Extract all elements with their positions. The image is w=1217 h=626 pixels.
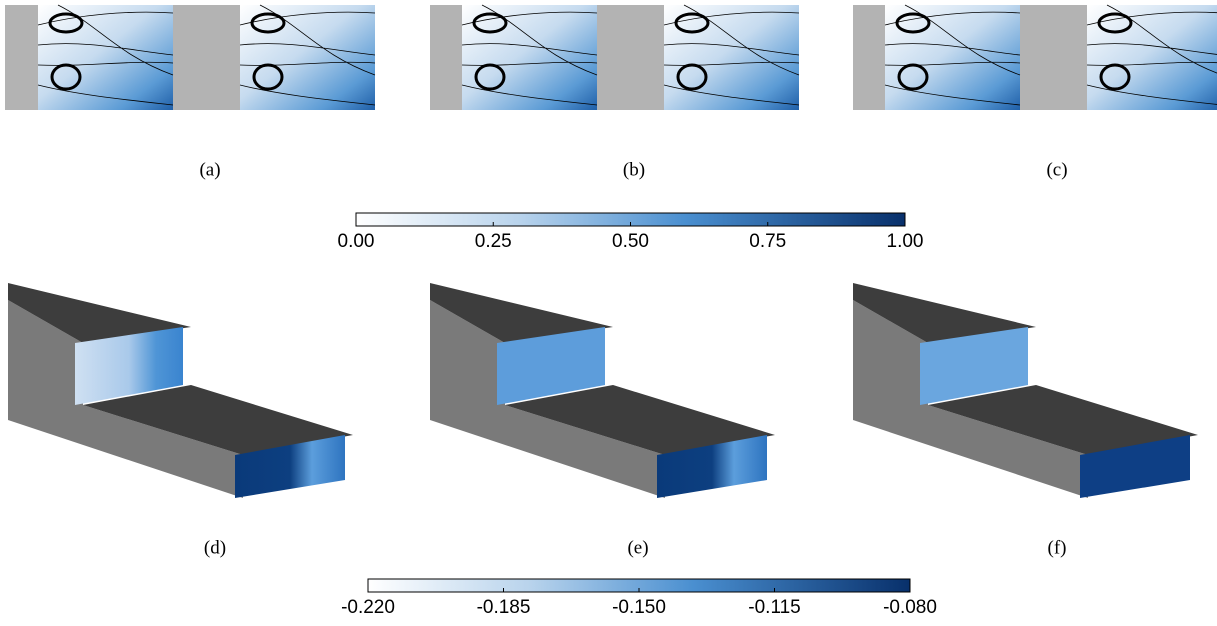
- colorbar-tick-label: 0.25: [475, 231, 512, 252]
- panel-label: (d): [204, 537, 226, 558]
- colorbar-tick-label: 0.75: [749, 231, 786, 252]
- panel-label: (f): [1048, 537, 1067, 558]
- colorbar-tick-label: 0.50: [612, 231, 649, 252]
- panel-label: (b): [623, 159, 645, 180]
- figure: (a) (b) (c) (d) (e) (f) 0.00 0.25 0.50 0.75…: [0, 0, 1217, 626]
- colorbar-tick-label: -0.220: [341, 597, 395, 618]
- panel-label: (c): [1046, 159, 1067, 180]
- top-panels: [5, 5, 1217, 110]
- colorbar-tick-label: 1.00: [887, 231, 924, 252]
- colorbar-tick-label: -0.080: [883, 597, 937, 618]
- bottom-panels: [8, 283, 1198, 498]
- colorbar-tick-label: -0.185: [477, 597, 531, 618]
- panel-label: (e): [627, 537, 648, 558]
- colorbar-tick-label: -0.150: [612, 597, 666, 618]
- colorbar-tick-label: 0.00: [338, 231, 375, 252]
- colorbar-tick-label: -0.115: [748, 597, 800, 618]
- panel-label: (a): [199, 159, 220, 180]
